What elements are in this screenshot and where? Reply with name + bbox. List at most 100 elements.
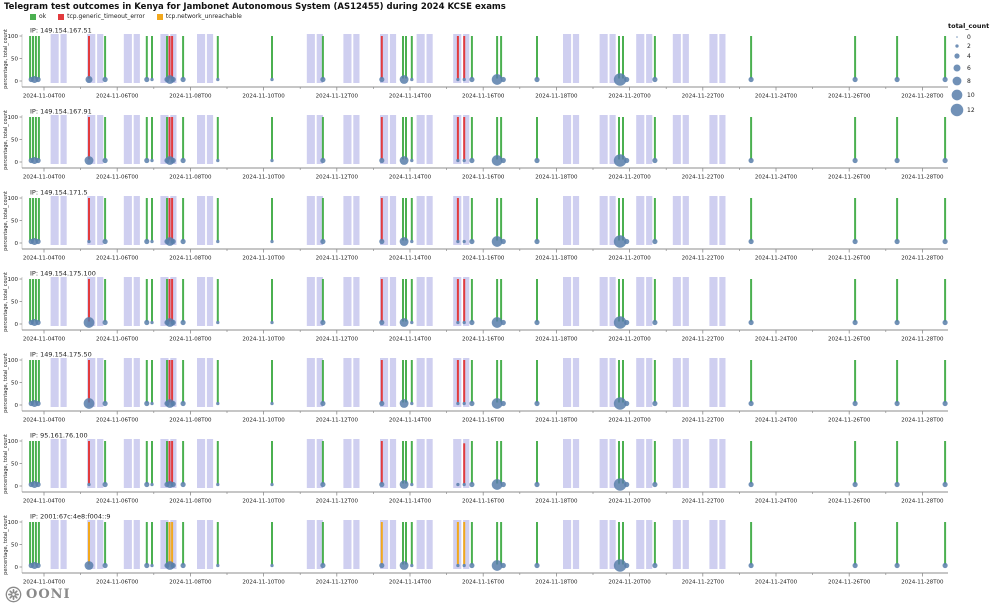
outcome-bar-ok (32, 279, 34, 322)
outcome-bar-ok (500, 36, 503, 79)
total-count-dot (624, 319, 630, 326)
total-count-dot (87, 482, 91, 487)
total-count-dot (894, 400, 900, 407)
size-legend: total_count 0 2 4 6 8 10 12 (946, 22, 1000, 129)
exam-session-band (87, 358, 96, 407)
x-tick-label: 2024-11-18T00 (535, 256, 578, 262)
total-count-dot (410, 239, 414, 244)
total-count-dot (84, 156, 94, 165)
exam-session-band (97, 520, 104, 569)
outcome-bar-ok (410, 36, 413, 79)
outcome-bar-timeout (88, 36, 90, 79)
outcome-bar-ok (145, 522, 148, 565)
outcome-bar-ok (37, 117, 40, 160)
outcome-bar-timeout (168, 360, 171, 403)
exam-session-band (316, 196, 323, 245)
x-tick-label: 2024-11-12T00 (316, 256, 359, 262)
outcome-bar-ok (500, 441, 503, 484)
total-count-dot (102, 562, 108, 569)
total-count-dot (613, 316, 627, 329)
total-count-dot (469, 76, 475, 83)
y-axis-title: percentage, total_count (3, 434, 9, 494)
outcome-bar-ok (854, 36, 857, 79)
legend-swatch-timeout (58, 13, 65, 20)
exam-session-band (563, 277, 572, 326)
outcome-bar-ok (496, 441, 499, 484)
x-tick-label: 2024-11-24T00 (755, 580, 798, 586)
total-count-dot (462, 158, 466, 163)
outcome-bar-ok (216, 279, 219, 322)
total-count-dot (84, 561, 94, 570)
total-count-dot (410, 401, 414, 406)
total-count-dot (170, 76, 176, 83)
x-tick-label: 2024-11-24T00 (755, 418, 798, 424)
total-count-dot (652, 481, 658, 488)
x-tick-label: 2024-11-10T00 (242, 256, 285, 262)
x-tick-label: 2024-11-12T00 (316, 418, 359, 424)
x-tick-label: 2024-11-14T00 (389, 175, 432, 181)
total-count-dot (410, 320, 414, 325)
exam-session-band (416, 277, 425, 326)
exam-session-band (133, 115, 140, 164)
outcome-bar-ok (750, 198, 753, 241)
total-count-dot (180, 400, 186, 407)
exam-session-band (206, 115, 214, 164)
exam-session-band (353, 277, 360, 326)
outcome-bar-ok (536, 36, 538, 79)
total-count-dot (399, 237, 409, 246)
outcome-bar-ok (37, 360, 40, 403)
exam-session-band (682, 34, 689, 83)
outcome-bar-ok (216, 522, 219, 565)
outcome-bar-ok (216, 117, 219, 160)
total-count-dot (102, 76, 108, 83)
outcome-bar-ok (34, 360, 37, 403)
total-count-dot (144, 400, 150, 407)
exam-session-band (389, 34, 397, 83)
total-count-dot (144, 562, 150, 569)
total-count-dot (852, 562, 858, 569)
exam-session-band (563, 34, 572, 83)
outcome-bar-ok (104, 117, 107, 160)
outcome-bar-ok (104, 522, 107, 565)
x-tick-label: 2024-11-06T00 (96, 94, 139, 100)
exam-session-band (97, 358, 104, 407)
exam-session-band (123, 115, 132, 164)
outcome-bar-ok (653, 360, 656, 403)
outcome-bar-ok (896, 522, 899, 565)
outcome-bar-ok (166, 198, 168, 241)
total-count-dot (399, 318, 409, 327)
exam-session-band (636, 520, 645, 569)
legend-item-unreachable: tcp.network_unreachable (156, 13, 242, 20)
exam-session-band (160, 520, 169, 569)
outcome-bar-ok (166, 117, 168, 160)
x-tick-label: 2024-11-20T00 (608, 418, 651, 424)
outcome-bar-ok (182, 117, 185, 160)
outcome-bar-ok (405, 117, 407, 160)
outcome-bar-ok (622, 279, 624, 322)
outcome-bar-ok (405, 360, 407, 403)
x-tick-label: 2024-11-20T00 (608, 175, 651, 181)
total-count-dot (748, 157, 754, 164)
exam-session-band (426, 439, 433, 488)
total-count-dot (180, 157, 186, 164)
total-count-dot (35, 157, 41, 164)
y-tick-label: 50 (11, 219, 18, 225)
exam-session-band (170, 34, 177, 83)
total-count-dot (410, 158, 414, 163)
total-count-dot (270, 77, 274, 82)
total-count-dot (102, 319, 108, 326)
total-count-dot (320, 76, 326, 83)
exam-session-band (206, 439, 214, 488)
total-count-dot (85, 75, 93, 84)
outcome-bar-ok (618, 198, 620, 241)
exam-session-band (170, 196, 177, 245)
outcome-bar-timeout (456, 117, 459, 160)
x-tick-label: 2024-11-16T00 (462, 256, 505, 262)
x-tick-label: 2024-11-04T00 (23, 175, 66, 181)
size-legend-title: total_count (948, 22, 990, 30)
outcome-bar-ok (29, 36, 32, 79)
exam-session-band (599, 277, 608, 326)
y-tick-label: 0 (15, 565, 19, 571)
exam-session-band (87, 115, 96, 164)
